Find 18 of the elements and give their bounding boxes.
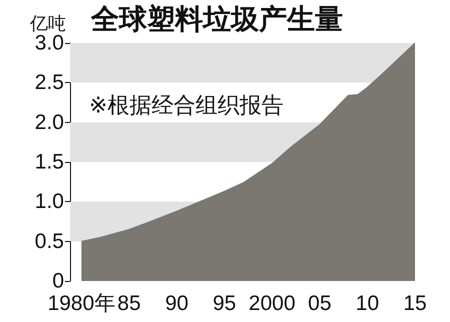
y-axis-title: 亿吨 (29, 14, 66, 34)
x-tick-label: 1980年 (48, 292, 116, 315)
x-tick-label: 90 (165, 292, 188, 315)
x-tick-label: 05 (308, 292, 332, 315)
y-tick-label: 1.5 (34, 150, 64, 174)
annotation: ※根据经合组织报告 (89, 92, 284, 118)
x-tick-label: 15 (403, 292, 427, 315)
y-tick-label: 0 (52, 270, 64, 292)
y-tick-label: 1.0 (34, 190, 64, 214)
x-tick-label: 85 (117, 292, 141, 315)
x-tick-label: 95 (212, 292, 236, 315)
y-tick-label: 3.0 (34, 32, 64, 54)
y-tick-label: 2.5 (34, 71, 64, 94)
y-tick-label: 2.0 (34, 110, 64, 134)
chart-title: 全球塑料垃圾产生量 (90, 4, 343, 34)
x-tick-label: 2000 (248, 292, 296, 315)
y-tick-label: 0.5 (34, 230, 64, 253)
x-tick-label: 10 (356, 292, 380, 315)
